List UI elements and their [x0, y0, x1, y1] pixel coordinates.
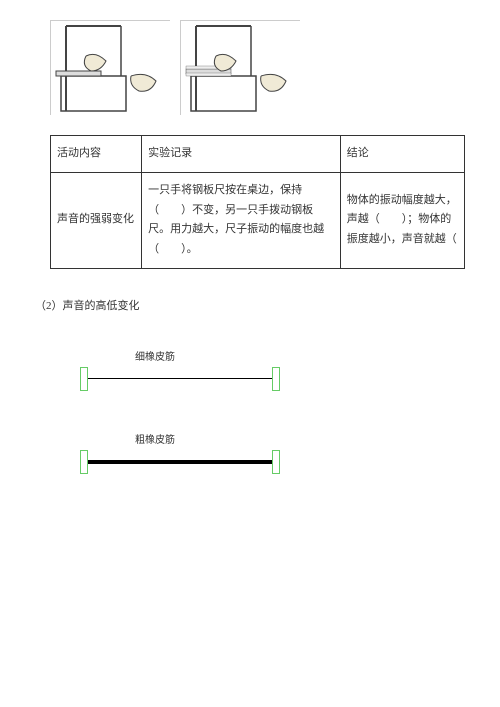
- rubber-band-diagrams: 细橡皮筋 粗橡皮筋: [35, 348, 465, 474]
- thin-band-label: 细橡皮筋: [80, 348, 280, 363]
- section-2-label: （2）声音的高低变化: [35, 297, 465, 313]
- table-header-record: 实验记录: [142, 136, 341, 173]
- thin-band-wrap: 细橡皮筋: [80, 348, 280, 391]
- left-clamp-icon: [80, 450, 88, 474]
- ruler-illustration-1: [50, 20, 170, 115]
- thin-rubber-band: [80, 367, 280, 391]
- thick-line: [88, 460, 272, 464]
- thick-band-wrap: 粗橡皮筋: [80, 431, 280, 474]
- experiment-table: 活动内容 实验记录 结论 声音的强弱变化 一只手将钢板尺按在桌边，保持（ ）不变…: [50, 135, 465, 269]
- right-clamp-icon: [272, 367, 280, 391]
- table-cell-activity: 声音的强弱变化: [51, 172, 142, 268]
- left-clamp-icon: [80, 367, 88, 391]
- illustration-row: [35, 20, 465, 115]
- experiment-table-container: 活动内容 实验记录 结论 声音的强弱变化 一只手将钢板尺按在桌边，保持（ ）不变…: [35, 135, 465, 269]
- thick-band-label: 粗橡皮筋: [80, 431, 280, 446]
- table-cell-record: 一只手将钢板尺按在桌边，保持（ ）不变，另一只手拨动钢板尺。用力越大，尺子振动的…: [142, 172, 341, 268]
- table-header-conclusion: 结论: [340, 136, 464, 173]
- thick-rubber-band: [80, 450, 280, 474]
- right-clamp-icon: [272, 450, 280, 474]
- thin-line: [88, 378, 272, 379]
- ruler-illustration-2: [180, 20, 300, 115]
- table-header-activity: 活动内容: [51, 136, 142, 173]
- table-cell-conclusion: 物体的振动幅度越大，声越（ ）；物体的振度越小，声音就越（: [340, 172, 464, 268]
